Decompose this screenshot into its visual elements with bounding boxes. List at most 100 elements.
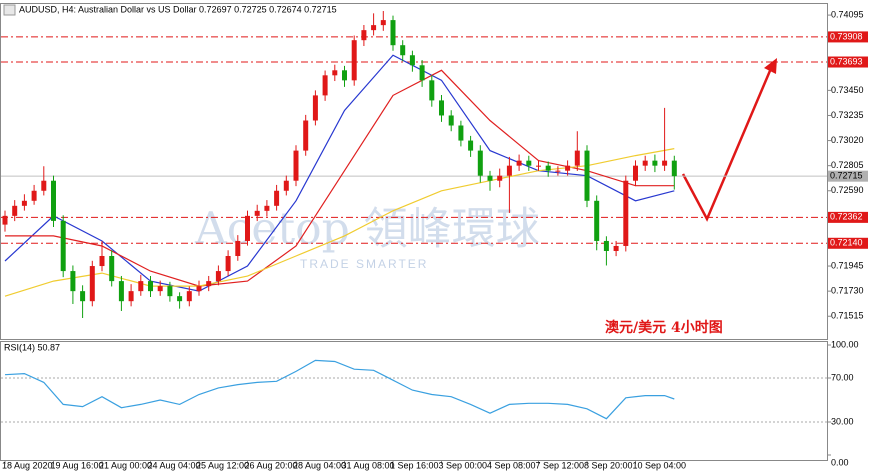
level-tag [828,237,868,249]
candle-body [31,190,37,201]
candle-body [283,180,289,191]
x-tick-label: 31 Aug 08:00 [342,460,395,470]
x-tick-label: 4 Sep 08:00 [487,460,536,470]
candle-body [70,271,76,292]
candle-body [41,180,47,191]
candle-body [351,40,357,81]
rsi-tick-label: 70.00 [831,372,854,382]
y-tick-label: 0.73450 [831,85,864,95]
rsi-label: RSI(14) 50.87 [4,342,60,352]
candle-body [487,175,493,181]
candle-body [545,165,551,171]
candle-body [138,281,144,292]
candle-body [148,281,153,292]
forecast-arrow [681,58,777,222]
candle-body [80,291,86,302]
candle-body [380,20,386,26]
y-tick-label: 0.71730 [831,286,864,296]
candle-body [594,200,600,241]
candle-body [89,266,95,302]
candle-body [390,20,396,46]
x-tick-label: 28 Aug 04:00 [293,460,346,470]
x-tick-label: 21 Aug 00:00 [99,460,152,470]
annotation: 澳元/美元 4小时图 [605,319,723,336]
candle-body [235,240,241,257]
candle-body [157,286,163,292]
y-tick-label: 0.71945 [831,260,864,270]
candle-body [128,291,134,302]
candle-body [477,150,483,176]
candle-body [167,286,173,297]
candle-body [303,120,309,151]
level-tag [828,211,868,223]
candle-body [516,160,522,166]
moving-average-line [4,148,675,297]
candle-body [118,281,124,302]
level-label: 0.73693 [830,56,863,66]
level-tag [828,56,868,68]
y-tick-label: 0.72590 [831,185,864,195]
candle-body [623,180,629,246]
x-tick-label: 24 Aug 04:00 [148,460,201,470]
x-tick-label: 25 Aug 12:00 [196,460,249,470]
y-tick-label: 0.73235 [831,110,864,120]
candle-body [206,281,212,287]
candle-body [458,125,464,141]
candle-body [642,160,648,166]
arrow-head [764,58,777,74]
candle-body [652,160,658,166]
level-tag [828,31,868,43]
level-label: 0.72140 [830,238,863,248]
candle-body [109,256,115,282]
candle-body [21,200,27,206]
candle-body [633,165,638,181]
candle-body [12,205,18,216]
candle-body [361,30,367,41]
symbol-icon [3,4,16,16]
candle-body [342,70,347,81]
candle-body [468,140,474,151]
rsi-line [4,359,675,420]
candle-body [662,160,668,166]
x-tick-label: 18 Aug 2020 [2,460,53,470]
candle-body [555,170,561,172]
candle-body [526,160,532,166]
current-price-label: 0.72715 [830,171,863,181]
rsi-tick-label: 100.00 [831,339,859,349]
arrow-path [681,65,774,222]
current-price-tag [828,170,868,182]
level-label: 0.72362 [830,212,863,222]
candle-body [574,150,580,166]
candle-body [2,215,8,225]
x-tick-label: 10 Sep 04:00 [633,460,687,470]
candle-body [613,245,619,251]
x-tick-label: 7 Sep 12:00 [536,460,585,470]
candle-body [603,240,609,251]
candle-body [51,180,56,221]
candle-body [439,100,444,116]
y-tick-label: 0.74095 [831,9,864,19]
candle-body [274,190,280,206]
candle-body [671,160,677,177]
main-panel-frame [0,3,828,340]
rsi-tick-label: 0.00 [831,457,849,467]
x-tick-label: 19 Aug 16:00 [51,460,104,470]
watermark-sub: TRADE SMARTER [300,257,428,271]
candle-body [409,55,415,66]
x-tick-label: 26 Aug 20:00 [245,460,298,470]
candle-body [186,291,192,302]
rsi-panel-frame [0,341,828,461]
y-tick-label: 0.73020 [831,135,864,145]
watermark: Acetop 領峰環球 [194,204,540,255]
candle-body [536,165,541,167]
candle-body [60,220,66,272]
candle-body [506,165,512,176]
candle-body [264,205,270,211]
candle-body [332,70,338,76]
rsi-tick-label: 30.00 [831,416,854,426]
candle-body [196,286,202,292]
candle-body [448,115,454,126]
candle-body [497,175,503,181]
x-tick-label: 3 Sep 00:00 [439,460,488,470]
